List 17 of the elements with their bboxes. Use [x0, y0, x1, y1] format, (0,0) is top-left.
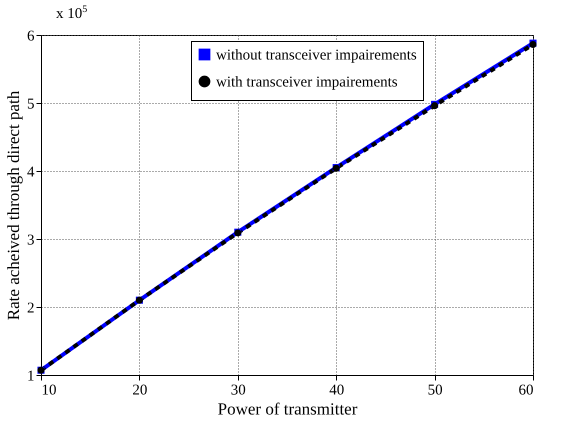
- y-tick-label: 6: [27, 28, 35, 44]
- y-tick-label: 1: [27, 368, 34, 384]
- x-tick-label: 20: [132, 382, 148, 398]
- legend-label: without transceiver impairements: [216, 48, 417, 64]
- legend-label: with transceiver impairements: [216, 74, 398, 90]
- y-axis-title: Rate acheived through direct path: [4, 90, 23, 320]
- x-tick-label: 60: [518, 382, 534, 398]
- x-tick-label: 40: [329, 382, 344, 398]
- y-tick-label: 5: [27, 96, 34, 112]
- y-tick-label: 3: [27, 232, 34, 248]
- text: x 10$^{5}$: [56, 4, 88, 23]
- y-tick-label: 4: [27, 164, 35, 180]
- x-tick-label: 10: [42, 382, 56, 398]
- x-tick-label: 30: [230, 382, 246, 398]
- x-tick-label: 50: [428, 382, 443, 398]
- y-tick-label: 2: [27, 300, 34, 316]
- x-axis-title: Power of transmitter: [218, 400, 358, 418]
